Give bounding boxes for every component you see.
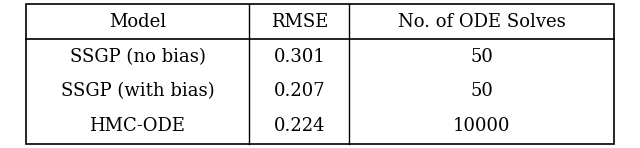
- Text: RMSE: RMSE: [271, 13, 328, 31]
- Text: 50: 50: [470, 48, 493, 66]
- Text: 0.301: 0.301: [273, 48, 325, 66]
- Text: 0.224: 0.224: [274, 117, 325, 135]
- Text: No. of ODE Solves: No. of ODE Solves: [398, 13, 566, 31]
- Text: 10000: 10000: [453, 117, 511, 135]
- Text: Model: Model: [109, 13, 166, 31]
- Text: HMC-ODE: HMC-ODE: [90, 117, 186, 135]
- Text: SSGP (with bias): SSGP (with bias): [61, 82, 214, 100]
- Text: SSGP (no bias): SSGP (no bias): [70, 48, 205, 66]
- Text: 0.207: 0.207: [273, 82, 325, 100]
- Text: 50: 50: [470, 82, 493, 100]
